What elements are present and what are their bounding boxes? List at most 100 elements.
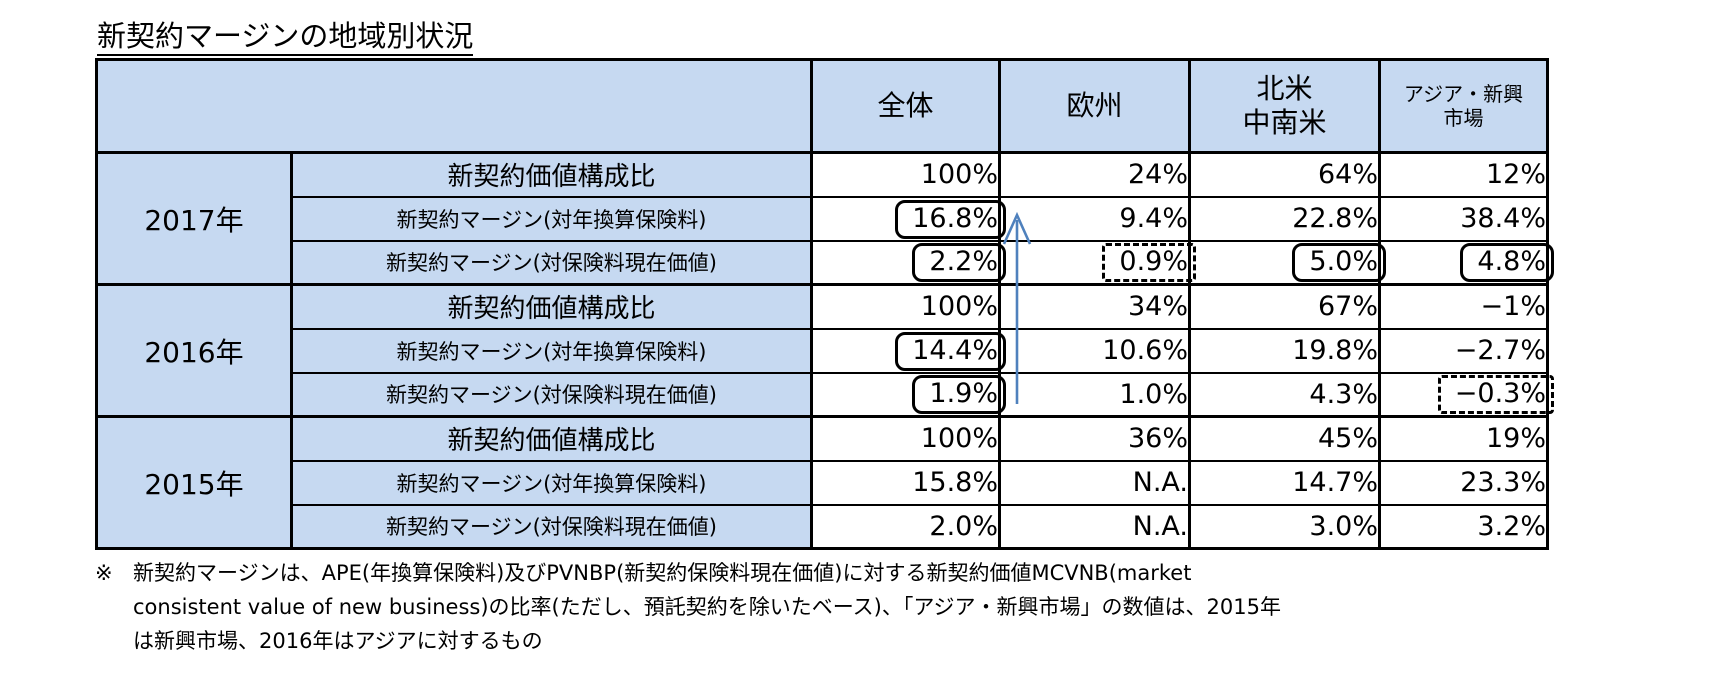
value-text: −2.7% <box>1454 335 1546 366</box>
value-cell: 2.2% <box>810 239 1006 286</box>
value-text: 14.4% <box>895 331 1006 371</box>
value-cell: 14.7% <box>1188 459 1381 506</box>
metric-label-cell: 新契約価値構成比 <box>290 283 813 330</box>
value-text: 9.4% <box>1119 203 1188 234</box>
value-text: 3.2% <box>1477 510 1546 542</box>
header-europe-label: 欧州 <box>1066 88 1123 122</box>
value-cell: 0.9% <box>998 239 1196 286</box>
metric-label-cell: 新契約マージン(対保険料現在価値) <box>290 239 813 286</box>
table-row-2017-composition: 2017年 新契約価値構成比 100% 24% 64% 12% <box>95 151 1549 286</box>
header-asia-line1: アジア・新興 <box>1403 81 1524 106</box>
value-text: 67% <box>1317 291 1378 323</box>
header-asia-emerging: アジア・新興 市場 <box>1378 58 1549 154</box>
header-asia-line2: 市場 <box>1443 106 1484 130</box>
value-cell: −1% <box>1378 283 1549 330</box>
value-text: 14.7% <box>1292 467 1378 498</box>
value-cell: 100% <box>810 151 1001 198</box>
value-cell: 36% <box>998 415 1191 462</box>
value-cell: 23.3% <box>1378 459 1549 506</box>
value-cell: N.A. <box>998 459 1191 506</box>
value-text: 22.8% <box>1292 203 1378 234</box>
value-text: N.A. <box>1132 510 1188 542</box>
page-title: 新契約マージンの地域別状況 <box>97 20 474 56</box>
header-row: 全体 欧州 北米 中南米 アジア・新興 市場 <box>95 58 1549 154</box>
value-text: 2.2% <box>912 243 1006 283</box>
value-cell: 19.8% <box>1188 327 1381 374</box>
value-cell: −0.3% <box>1378 371 1554 418</box>
footnote-line: は新興市場、2016年はアジアに対するもの <box>95 624 1685 658</box>
value-cell: 12% <box>1378 151 1549 198</box>
value-text: 38.4% <box>1460 203 1546 234</box>
value-cell: 2.0% <box>810 503 1001 550</box>
table-row-2015-composition: 2015年 新契約価値構成比 100% 36% 45% 19% <box>95 415 1549 550</box>
value-text: 4.8% <box>1460 243 1554 283</box>
value-text: 12% <box>1485 159 1546 191</box>
value-text: 36% <box>1127 423 1188 455</box>
metric-label-cell: 新契約価値構成比 <box>290 151 813 198</box>
value-text: 19% <box>1485 423 1546 455</box>
header-europe: 欧州 <box>998 58 1191 154</box>
value-text: 24% <box>1127 159 1188 191</box>
year-cell-2017: 2017年 <box>95 151 293 286</box>
value-cell: 10.6% <box>998 327 1191 374</box>
value-cell: 4.3% <box>1188 371 1381 418</box>
value-text: −0.3% <box>1437 375 1554 415</box>
header-total-label: 全体 <box>877 88 934 122</box>
value-text: −1% <box>1480 291 1546 323</box>
value-text: 4.3% <box>1309 378 1378 410</box>
header-total: 全体 <box>810 58 1001 154</box>
value-text: 64% <box>1317 159 1378 191</box>
table-row-2016-margin-pvnbp: 新契約マージン(対保険料現在価値) 1.9% 1.0% 4.3% −0.3% <box>97 371 1554 418</box>
value-text: 45% <box>1317 423 1378 455</box>
table-row-2015-margin-ape: 新契約マージン(対年換算保険料) 15.8% N.A. 14.7% 23.3% <box>97 459 1549 506</box>
value-cell: 5.0% <box>1188 239 1386 286</box>
footnote-line: ※ 新契約マージンは、APE(年換算保険料)及びPVNBP(新契約保険料現在価値… <box>95 556 1685 590</box>
value-text: 100% <box>920 291 998 323</box>
footnote: ※ 新契約マージンは、APE(年換算保険料)及びPVNBP(新契約保険料現在価値… <box>95 556 1685 658</box>
value-text: 10.6% <box>1102 335 1188 366</box>
value-text: 15.8% <box>912 467 998 498</box>
value-cell: N.A. <box>998 503 1191 550</box>
value-cell: 64% <box>1188 151 1381 198</box>
up-arrow-icon <box>1000 211 1034 408</box>
table-row-2016-composition: 2016年 新契約価値構成比 100% 34% 67% −1% <box>95 283 1549 418</box>
value-text: 16.8% <box>895 199 1006 239</box>
value-text: 100% <box>920 423 998 455</box>
value-cell: 100% <box>810 283 1001 330</box>
value-cell: 1.9% <box>810 371 1006 418</box>
value-text: 23.3% <box>1460 467 1546 498</box>
header-north-latin-america: 北米 中南米 <box>1188 58 1381 154</box>
value-text: 2.0% <box>929 510 998 542</box>
value-cell: −2.7% <box>1378 327 1549 374</box>
value-text: 100% <box>920 159 998 191</box>
table-row-2017-margin-ape: 新契約マージン(対年換算保険料) 16.8% 9.4% 22.8% 38.4% <box>97 195 1549 242</box>
value-cell: 16.8% <box>810 195 1006 242</box>
value-cell: 45% <box>1188 415 1381 462</box>
year-cell-2015: 2015年 <box>95 415 293 550</box>
header-north-america-line2: 中南米 <box>1242 106 1327 139</box>
metric-label-cell: 新契約マージン(対保険料現在価値) <box>290 503 813 550</box>
footnote-marker: ※ <box>95 561 113 585</box>
value-cell: 22.8% <box>1188 195 1381 242</box>
value-cell: 9.4% <box>998 195 1191 242</box>
footnote-line-1: 新契約マージンは、APE(年換算保険料)及びPVNBP(新契約保険料現在価値)に… <box>133 561 1192 585</box>
metric-label-cell: 新契約マージン(対年換算保険料) <box>290 327 813 374</box>
value-cell: 15.8% <box>810 459 1001 506</box>
value-text: 1.0% <box>1119 378 1188 410</box>
table-row-2016-margin-ape: 新契約マージン(対年換算保険料) 14.4% 10.6% 19.8% −2.7% <box>97 327 1549 374</box>
value-text: 19.8% <box>1292 335 1378 366</box>
footnote-line-3: は新興市場、2016年はアジアに対するもの <box>133 629 543 653</box>
value-text: 0.9% <box>1102 243 1196 283</box>
header-corner-cell <box>95 58 813 154</box>
value-text: 5.0% <box>1292 243 1386 283</box>
table-row-2015-margin-pvnbp: 新契約マージン(対保険料現在価値) 2.0% N.A. 3.0% 3.2% <box>97 503 1549 550</box>
value-cell: 4.8% <box>1378 239 1554 286</box>
value-cell: 67% <box>1188 283 1381 330</box>
footnote-line-2: consistent value of new business)の比率(ただし… <box>133 595 1281 619</box>
value-text: 1.9% <box>912 375 1006 415</box>
table-row-2017-margin-pvnbp: 新契約マージン(対保険料現在価値) 2.2% 0.9% 5.0% 4.8% <box>97 239 1554 286</box>
value-cell: 34% <box>998 283 1191 330</box>
value-text: 3.0% <box>1309 510 1378 542</box>
value-text: N.A. <box>1132 467 1188 498</box>
